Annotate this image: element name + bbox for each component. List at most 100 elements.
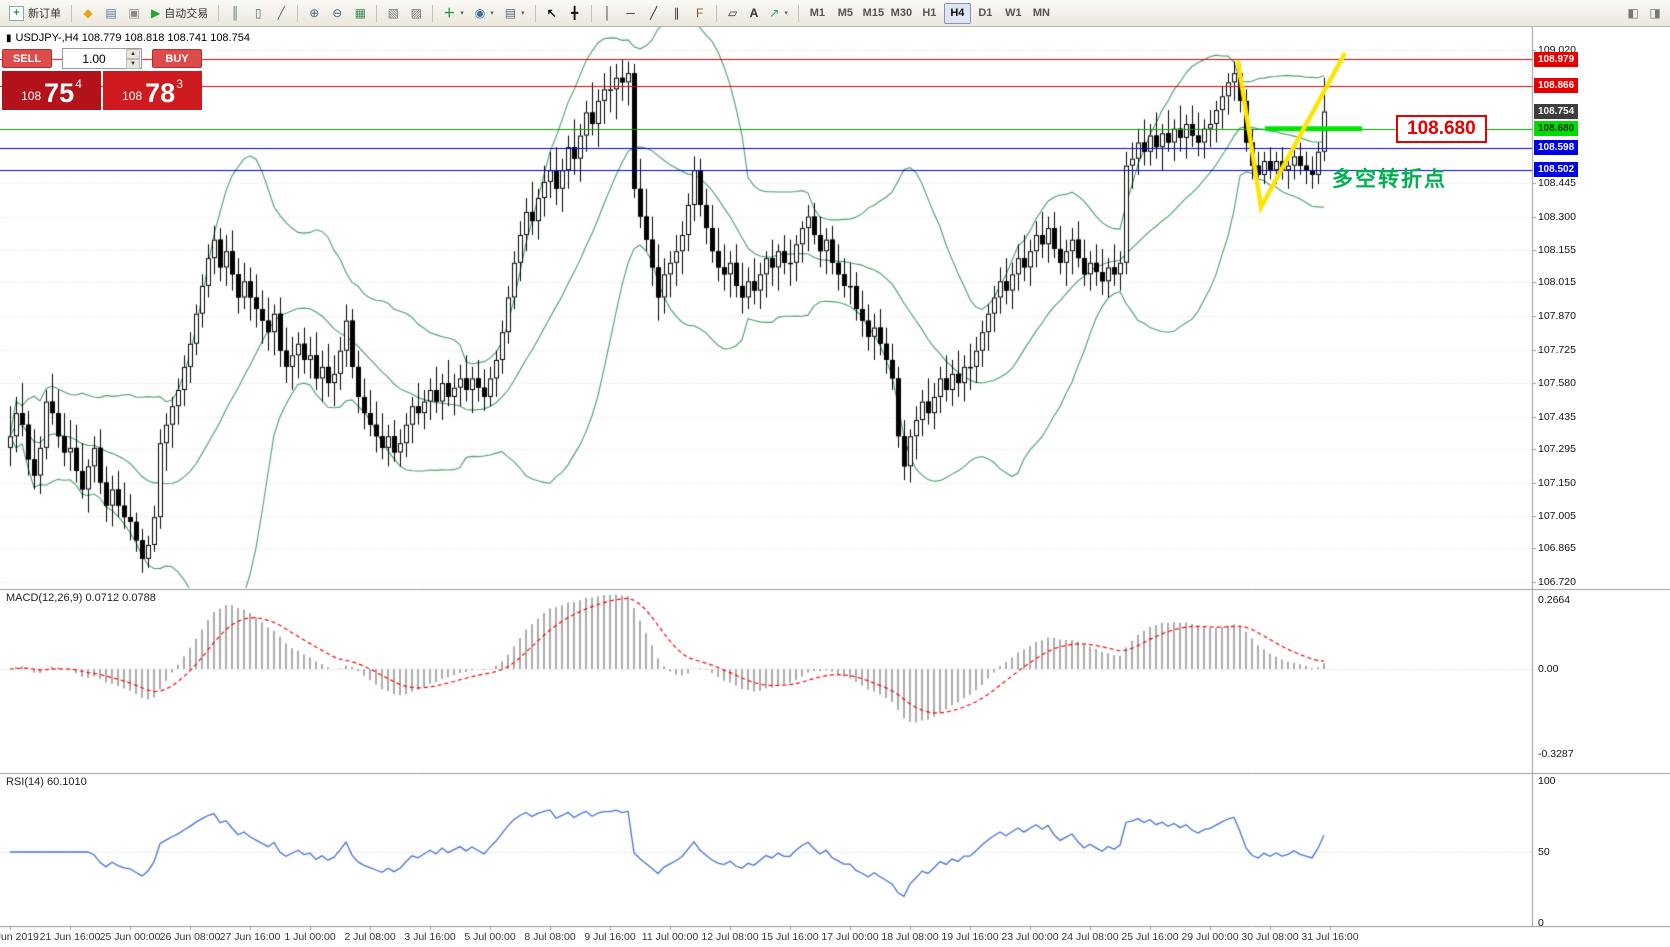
- spinner-up-icon[interactable]: ▲: [126, 49, 140, 59]
- zoom-out-button[interactable]: ⊖: [326, 3, 348, 24]
- timeframe-button-mn[interactable]: MN: [1028, 3, 1055, 24]
- caret-down-icon: ▾: [521, 10, 525, 17]
- play-icon: ▶: [151, 6, 161, 20]
- volume-field: ▲ ▼: [62, 48, 142, 69]
- panel-icon: ▣: [128, 6, 140, 20]
- timeframe-button-m15[interactable]: M15: [860, 3, 887, 24]
- volume-input[interactable]: [63, 50, 125, 67]
- separator: [376, 4, 378, 22]
- timeframe-button-h1[interactable]: H1: [916, 3, 943, 24]
- sell-price-pips: 75: [44, 78, 75, 108]
- horizontal-line-button[interactable]: ─: [620, 3, 642, 24]
- volume-spinner: ▲ ▼: [126, 49, 140, 69]
- sell-price-big-figure: 108: [21, 89, 42, 103]
- data-window-button[interactable]: ▤: [100, 3, 122, 24]
- caret-down-icon: ▾: [784, 10, 788, 17]
- marketwatch-button[interactable]: ◆: [77, 3, 99, 24]
- zoom-in-button[interactable]: ⊕: [303, 3, 325, 24]
- buy-price-display[interactable]: 108 78 3: [103, 71, 202, 110]
- new-order-icon: +: [9, 5, 24, 21]
- main-toolbar: + 新订单 ◆ ▤ ▣ ▶ 自动交易 ║ ▯ ╱ ⊕ ⊖ ▦ ▧ ▨ ＋ ▾ ◉ ▾…: [0, 0, 1670, 27]
- text-button[interactable]: A: [745, 3, 764, 24]
- help-button[interactable]: ◨: [1644, 3, 1666, 24]
- indicators-button[interactable]: ＋ ▾: [438, 3, 469, 24]
- zoom-out-icon: ⊖: [332, 6, 343, 20]
- crosshair-icon: ╋: [571, 6, 579, 20]
- buy-price-fraction: 3: [176, 77, 183, 91]
- one-click-trading-panel: SELL ▲ ▼ BUY 108 75 4 108 78 3: [2, 48, 202, 110]
- zoom-in-icon: ⊕: [309, 6, 320, 20]
- template-icon: ▤: [504, 6, 517, 20]
- sell-price-display[interactable]: 108 75 4: [2, 71, 101, 110]
- channel-button[interactable]: ∥: [666, 3, 688, 24]
- cascade-windows-button[interactable]: ▨: [405, 3, 427, 24]
- sell-button[interactable]: SELL: [2, 49, 52, 68]
- bars-chart-button[interactable]: ║: [224, 3, 246, 24]
- text-icon: A: [749, 6, 759, 20]
- timeframe-button-h4[interactable]: H4: [943, 2, 971, 24]
- autotrade-button[interactable]: ▶ 自动交易: [146, 3, 213, 24]
- vertical-line-button[interactable]: │: [597, 3, 619, 24]
- new-order-label: 新订单: [28, 8, 61, 20]
- buy-button[interactable]: BUY: [152, 49, 202, 68]
- cursor-icon: ↖: [546, 6, 557, 20]
- toolbar-right-icons: ◧ ◨: [1622, 3, 1666, 24]
- autotrade-label: 自动交易: [164, 8, 209, 20]
- indicators-plus-icon: ＋: [443, 6, 456, 20]
- separator: [297, 4, 299, 22]
- shapes-icon: ▱: [728, 6, 738, 20]
- separator: [797, 4, 799, 22]
- separator: [590, 4, 592, 22]
- vertical-line-icon: │: [603, 6, 612, 20]
- cursor-button[interactable]: ↖: [541, 3, 563, 24]
- separator: [432, 4, 434, 22]
- page-icon: ▤: [105, 6, 117, 20]
- crosshair-button[interactable]: ╋: [564, 3, 586, 24]
- shapes-button[interactable]: ▱: [722, 3, 744, 24]
- buy-price-big-figure: 108: [122, 89, 143, 103]
- half-square-right-icon: ◨: [1649, 6, 1661, 20]
- separator: [71, 4, 72, 22]
- separator: [218, 4, 220, 22]
- candles-chart-icon: ▯: [254, 6, 262, 20]
- buy-price-pips: 78: [145, 78, 176, 108]
- new-order-button[interactable]: + 新订单: [4, 3, 66, 24]
- caret-down-icon: ▾: [460, 10, 464, 17]
- half-square-icon: ◧: [1627, 6, 1639, 20]
- cascade-icon: ▨: [410, 6, 422, 20]
- arrow-icon: ↗: [769, 6, 780, 20]
- tile-icon: ▧: [387, 6, 399, 20]
- timeframe-group: M1 M5 M15 M30 H1 H4 D1 W1 MN: [804, 2, 1055, 24]
- line-chart-button[interactable]: ╱: [270, 3, 292, 24]
- sell-price-fraction: 4: [75, 77, 82, 91]
- candles-chart-button[interactable]: ▯: [247, 3, 269, 24]
- fibonacci-button[interactable]: F: [689, 3, 711, 24]
- spinner-down-icon[interactable]: ▼: [126, 59, 140, 69]
- chart-window: ▮ USDJPY-,H4 108.779 108.818 108.741 108…: [0, 27, 1670, 947]
- line-chart-icon: ╱: [277, 6, 285, 20]
- arrows-button[interactable]: ↗ ▾: [764, 3, 793, 24]
- navigator-button[interactable]: ▣: [123, 3, 145, 24]
- trendline-button[interactable]: ╱: [643, 3, 665, 24]
- price-chart-canvas[interactable]: [0, 27, 1670, 947]
- draw-panel-button[interactable]: ◧: [1622, 3, 1644, 24]
- trendline-icon: ╱: [650, 6, 658, 20]
- channel-icon: ∥: [673, 6, 680, 20]
- templates-button[interactable]: ▤ ▾: [500, 3, 530, 24]
- clock-icon: ◉: [474, 6, 486, 20]
- timeframe-button-w1[interactable]: W1: [1000, 3, 1027, 24]
- separator: [534, 4, 536, 22]
- caret-down-icon: ▾: [490, 10, 494, 17]
- timeframe-button-m5[interactable]: M5: [832, 3, 859, 24]
- bars-chart-icon: ║: [230, 6, 240, 20]
- timeframe-button-m1[interactable]: M1: [804, 3, 831, 24]
- timeframe-button-m30[interactable]: M30: [888, 3, 915, 24]
- grid-button[interactable]: ▦: [349, 3, 371, 24]
- timeframe-button-d1[interactable]: D1: [972, 3, 999, 24]
- horizontal-line-icon: ─: [626, 6, 635, 20]
- fibonacci-icon: F: [695, 6, 704, 20]
- tile-windows-button[interactable]: ▧: [382, 3, 404, 24]
- periods-button[interactable]: ◉ ▾: [470, 3, 499, 24]
- separator: [715, 4, 717, 22]
